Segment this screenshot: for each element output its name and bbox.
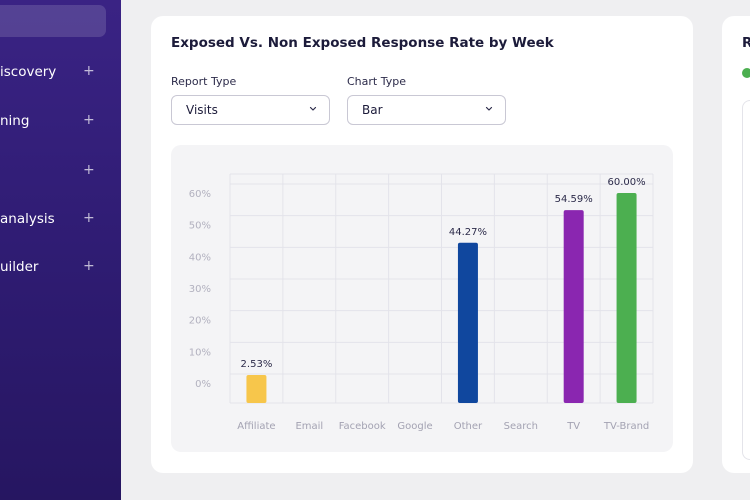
expand-plus-icon[interactable]: +	[83, 112, 95, 128]
sidebar-item-analysis[interactable]: analysis +	[0, 209, 121, 231]
expand-plus-icon[interactable]: +	[83, 162, 95, 178]
chart-panel: 0% 10% 20% 30% 40% 50% 60% Affiliate Email Facebo…	[171, 145, 673, 452]
x-tick-label: Other	[454, 421, 483, 432]
x-tick-label: TV-Brand	[603, 421, 649, 432]
secondary-chart-panel	[742, 100, 750, 460]
x-tick-label: Search	[504, 421, 538, 432]
y-tick-label: 60%	[189, 189, 211, 200]
sidebar-item-unlabeled[interactable]: +	[0, 161, 121, 183]
sidebar-item-builder[interactable]: uilder +	[0, 257, 121, 279]
x-tick-label: TV	[566, 421, 580, 432]
chart-type-label: Chart Type	[347, 75, 406, 88]
sidebar: iscovery + ning + + analysis + uilder +	[0, 0, 121, 500]
secondary-card: R	[722, 16, 750, 473]
sidebar-item-label: analysis	[0, 211, 55, 227]
data-label: 2.53%	[241, 359, 273, 370]
x-tick-label: Email	[295, 421, 323, 432]
bar	[616, 193, 637, 403]
y-tick-label: 10%	[189, 347, 211, 358]
card-title: Exposed Vs. Non Exposed Response Rate by…	[171, 35, 554, 51]
response-rate-card: Exposed Vs. Non Exposed Response Rate by…	[151, 16, 693, 473]
chart-type-value: Bar	[362, 103, 383, 117]
y-tick-label: 0%	[195, 379, 211, 390]
expand-plus-icon[interactable]: +	[83, 63, 95, 79]
report-type-value: Visits	[186, 103, 218, 117]
chevron-down-icon	[309, 106, 317, 111]
x-tick-label: Facebook	[339, 421, 386, 432]
data-label: 60.00%	[607, 177, 645, 188]
y-tick-label: 50%	[189, 221, 211, 232]
report-type-label: Report Type	[171, 75, 237, 88]
y-tick-label: 30%	[189, 284, 211, 295]
sidebar-item-active[interactable]	[0, 5, 106, 37]
sidebar-item-discovery[interactable]: iscovery +	[0, 62, 121, 84]
x-tick-label: Google	[397, 421, 432, 432]
sidebar-item-planning[interactable]: ning +	[0, 111, 121, 133]
report-type-select[interactable]: Visits	[171, 95, 330, 125]
legend-dot	[742, 68, 750, 78]
bar	[563, 210, 584, 403]
x-tick-label: Affiliate	[237, 421, 275, 432]
sidebar-item-label: iscovery	[0, 64, 57, 80]
bar	[457, 242, 478, 403]
sidebar-item-label: ning	[0, 113, 30, 129]
data-label: 54.59%	[555, 194, 593, 205]
sidebar-item-label: uilder	[0, 259, 39, 275]
chart-type-select[interactable]: Bar	[347, 95, 506, 125]
bar	[246, 374, 267, 403]
data-label: 44.27%	[449, 227, 487, 238]
y-tick-label: 40%	[189, 252, 211, 263]
secondary-card-title: R	[742, 35, 750, 51]
expand-plus-icon[interactable]: +	[83, 210, 95, 226]
chevron-down-icon	[485, 106, 493, 111]
bar-chart: 0% 10% 20% 30% 40% 50% 60% Affiliate Email Facebo…	[189, 173, 654, 432]
y-tick-label: 20%	[189, 316, 211, 327]
expand-plus-icon[interactable]: +	[83, 258, 95, 274]
